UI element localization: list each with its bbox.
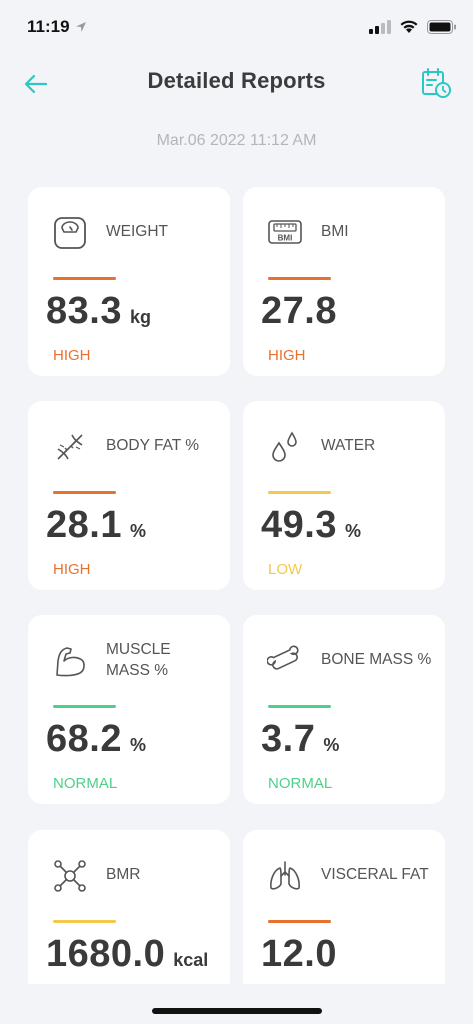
- status-bar-indicator: [53, 705, 116, 708]
- location-arrow-icon: [76, 22, 86, 32]
- metric-unit: kcal: [173, 950, 209, 970]
- nav-bar: Detailed Reports: [0, 56, 473, 112]
- metric-card-muscle-mass[interactable]: MUSCLE MASS % 68.2 % NORMAL: [28, 615, 230, 804]
- muscle-arm-icon: [56, 647, 85, 677]
- metric-label: BONE MASS %: [321, 651, 432, 668]
- status-bar-indicator: [268, 920, 331, 923]
- page-title: Detailed Reports: [147, 68, 326, 93]
- water-drops-icon: [272, 431, 297, 462]
- status-bar-indicator: [53, 491, 116, 494]
- metric-label: MUSCLE MASS %: [106, 641, 171, 679]
- metric-card-bmi[interactable]: BMI BMI 27.8 HIGH: [243, 187, 445, 376]
- metric-label: BMR: [106, 866, 141, 883]
- metric-value: 28.1: [46, 504, 122, 546]
- metric-label: BODY FAT %: [106, 437, 200, 454]
- status-bar-indicator: [268, 277, 331, 280]
- metric-status: NORMAL: [268, 775, 333, 792]
- metric-value: 49.3: [261, 504, 337, 546]
- metric-card-visceral-fat[interactable]: VISCERAL FAT 12.0: [243, 830, 445, 984]
- metric-label: BMI: [321, 223, 349, 240]
- metric-card-bone-mass[interactable]: BONE MASS % 3.7 % NORMAL: [243, 615, 445, 804]
- metrics-grid: WEIGHT 83.3 kg HIGH BMI BMI 27.8 HIGH: [28, 187, 445, 984]
- metric-status: NORMAL: [53, 775, 118, 792]
- metric-status: LOW: [268, 561, 303, 578]
- metric-label: WEIGHT: [106, 223, 168, 240]
- lungs-icon: [270, 861, 300, 890]
- status-bar-indicator: [268, 705, 331, 708]
- status-time: 11:19: [27, 17, 70, 36]
- home-indicator[interactable]: [152, 1008, 322, 1014]
- report-date: Mar.06 2022 11:12 AM: [156, 132, 317, 149]
- metric-unit: %: [129, 735, 146, 755]
- metric-status: HIGH: [268, 347, 306, 364]
- metric-value: 68.2: [46, 718, 122, 760]
- metric-card-weight[interactable]: WEIGHT 83.3 kg HIGH: [28, 187, 230, 376]
- metric-value: 12.0: [261, 933, 337, 975]
- status-bar-indicator: [268, 491, 331, 494]
- metric-unit: kg: [129, 307, 151, 327]
- metric-value: 1680.0: [46, 933, 166, 975]
- metric-label: WATER: [321, 437, 376, 454]
- metric-card-bmr[interactable]: BMR 1680.0 kcal: [28, 830, 230, 984]
- dna-icon: [57, 434, 83, 460]
- molecule-icon: [54, 860, 86, 892]
- bone-icon: [267, 645, 299, 670]
- back-arrow-icon[interactable]: [20, 68, 52, 100]
- metric-card-water[interactable]: WATER 49.3 % LOW: [243, 401, 445, 590]
- bmi-icon: BMI: [268, 220, 302, 244]
- metric-label: VISCERAL FAT: [321, 866, 429, 883]
- metric-unit: %: [344, 521, 361, 541]
- wifi-icon: [400, 20, 418, 33]
- metric-value: 83.3: [46, 290, 122, 332]
- battery-icon: [427, 19, 456, 34]
- metric-value: 3.7: [261, 718, 316, 760]
- metric-card-body-fat[interactable]: BODY FAT % 28.1 % HIGH: [28, 401, 230, 590]
- metric-status: HIGH: [53, 347, 91, 364]
- metric-unit: %: [323, 735, 340, 755]
- signal-icon: [369, 19, 391, 34]
- metric-unit: %: [129, 521, 146, 541]
- calendar-history-icon[interactable]: [419, 66, 453, 100]
- metric-status: HIGH: [53, 561, 91, 578]
- status-bar: 11:19: [0, 0, 473, 56]
- status-bar-indicator: [53, 920, 116, 923]
- svg-text:BMI: BMI: [278, 234, 293, 243]
- scale-icon: [54, 217, 86, 249]
- metric-value: 27.8: [261, 290, 337, 332]
- status-bar-indicator: [53, 277, 116, 280]
